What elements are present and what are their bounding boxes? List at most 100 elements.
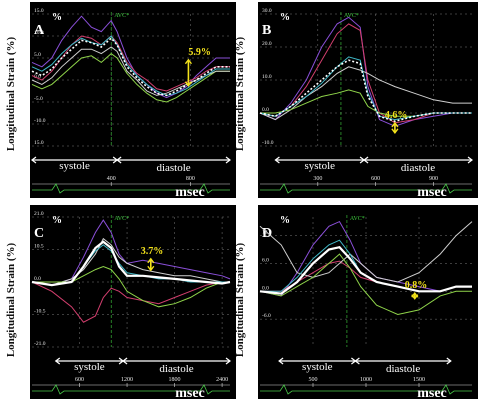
panel-a-series-2	[31, 52, 230, 103]
panel-d-phase-head-left-systole	[278, 357, 284, 365]
panel-c: 21.0 10.5 0.0 -10.5 -21.0 AVC* C% 3.7% systole di…	[30, 205, 236, 399]
panel-c-phase-label-diastole: diastole	[159, 363, 193, 375]
panel-b-annotation-head-bottom	[391, 128, 399, 134]
panel-c-series-1	[31, 281, 230, 323]
panel-b-phase-head-right-diastole	[467, 156, 473, 164]
panel-d-series-2	[259, 221, 473, 283]
panel-b-x-unit: msec	[417, 185, 447, 200]
panel-c-unit-label: %	[52, 215, 62, 226]
panel-d-x-tick-label: 1500	[413, 377, 425, 383]
panel-b-phase-head-left-systole	[274, 156, 280, 164]
panel-b-series-1	[259, 23, 472, 124]
panel-d-x-tick-label: 1000	[360, 377, 372, 383]
panel-a-y-tick-label: 0.0	[34, 74, 41, 80]
panel-c-series-3	[32, 265, 230, 308]
panel-a-phase-label-systole: systole	[59, 160, 90, 172]
panel-d-ecg-trace	[260, 384, 472, 395]
panel-b-x-tick-label: 300	[313, 176, 322, 182]
panel-a-x-tick-label: 800	[186, 176, 195, 182]
panel-b-y-tick-label: 20.0	[262, 41, 272, 47]
panel-a-series-3	[31, 46, 230, 96]
panel-c-x-tick-label: 1800	[169, 377, 181, 383]
panel-d-phase-head-left-diastole	[354, 357, 360, 365]
panel-c-phase-head-left-systole	[54, 357, 61, 365]
panel-c-y-tick-label: 0.0	[34, 276, 41, 282]
panel-a-ecg-trace	[32, 183, 230, 194]
panel-d-letter: D	[262, 226, 272, 241]
panel-c-phase-head-right-diastole	[225, 357, 231, 365]
panel-a-avc-label: AVC*	[114, 13, 129, 19]
panel-c-annotation-head-bottom	[147, 265, 155, 272]
panel-b-annotation-label: 4.6%	[385, 110, 408, 121]
panel-a-phase-head-left-systole	[31, 156, 37, 164]
panel-b-letter: B	[262, 23, 271, 38]
panel-b-phase-label-systole: systole	[304, 160, 335, 172]
panel-a-x-unit: msec	[175, 185, 205, 200]
panel-d-annotation-label: 0.8%	[405, 280, 428, 291]
panel-c-y-tick-label: -21.0	[34, 341, 46, 347]
panel-b-phase-head-left-diastole	[363, 156, 369, 164]
panel-c-background	[30, 205, 236, 399]
panel-a-phase-head-left-diastole	[116, 156, 122, 164]
panel-c-y-tick-label: -10.5	[34, 309, 46, 315]
panel-c-series-0	[31, 219, 231, 286]
panel-d-y-tick-label: 0.0	[262, 285, 269, 291]
panel-a-y-tick-label: -10.0	[34, 118, 46, 124]
panel-d-annotation-head-bottom	[411, 294, 419, 300]
panel-a-phase-head-right-diastole	[225, 156, 231, 164]
panel-c-y-tick-label: 10.5	[34, 244, 44, 250]
panel-b-series-2	[259, 66, 472, 121]
panel-a-y-tick-label: 10.0	[34, 30, 44, 36]
panel-c-y-tick-label: 21.0	[34, 211, 44, 217]
panel-a-mean-series	[31, 37, 230, 97]
panel-b: 30.0 20.0 10.0 0.0 -10.0 AVC* B% 4.6% systole dia…	[258, 2, 478, 200]
panel-c-annotation-label: 3.7%	[141, 246, 164, 257]
panel-a-unit-label: %	[52, 12, 62, 23]
panel-d-phase-label-systole: systole	[302, 361, 333, 373]
panel-c-annotation-head-top	[147, 257, 155, 264]
panel-a-series-4	[31, 35, 230, 96]
panel-d-x-unit: msec	[417, 386, 447, 399]
panel-c-ecg-trace	[32, 384, 230, 395]
panel-b-background	[258, 2, 478, 198]
panel-b-x-tick-label: 600	[371, 176, 380, 182]
panel-b-y-tick-label: 10.0	[262, 74, 272, 80]
panel-b-unit-label: %	[280, 12, 290, 23]
panel-c-x-tick-label: 2400	[216, 377, 228, 383]
panel-d-phase-head-right-diastole	[446, 357, 452, 365]
panel-c-phase-head-left-diastole	[122, 357, 128, 365]
panel-b-avc-label: AVC*	[344, 13, 359, 19]
panel-d-y-tick-label: -6.0	[262, 313, 271, 319]
panel-b-mean-series	[259, 59, 472, 123]
panel-a-annotation-head-top	[184, 58, 192, 65]
panel-d-x-tick-label: 500	[309, 377, 318, 383]
panel-d-series-3	[259, 253, 472, 316]
panel-c-x-unit: msec	[175, 386, 205, 399]
panel-a-letter: A	[34, 23, 45, 38]
panel-a-series-1	[31, 35, 230, 92]
panel-c-avc-label: AVC*	[114, 216, 129, 222]
panel-a-phase-label-diastole: diastole	[156, 162, 190, 174]
panel-b-x-tick-label: 900	[429, 176, 438, 182]
panel-d-y-tick-label: 6.0	[262, 257, 269, 263]
panel-c-x-tick-label: 1200	[121, 377, 133, 383]
panel-a-y-tick-label: 15.0	[34, 8, 44, 14]
panel-a-y-tick-label: 15.0	[34, 140, 44, 146]
panel-b-series-0	[259, 16, 472, 127]
panel-c-mean-series	[31, 240, 231, 287]
panel-d-unit-label: %	[280, 215, 290, 226]
panel-b-y-tick-label: 30.0	[262, 8, 272, 14]
panel-c-phase-label-systole: systole	[74, 361, 105, 373]
panel-b-series-4	[259, 56, 472, 121]
panel-a-background	[30, 2, 236, 198]
panel-d-avc-label: AVC*	[350, 216, 365, 222]
panel-c-letter: C	[34, 226, 44, 241]
panel-a-y-tick-label: -5.0	[34, 96, 43, 102]
panel-d-mean-series	[259, 245, 472, 295]
panel-b-ecg-trace	[260, 183, 472, 194]
panel-c-x-tick-label: 600	[75, 377, 84, 383]
panel-a-annotation-label: 5.9%	[188, 47, 211, 58]
panel-a: 15.0 10.0 5.0 0.0 -5.0 -10.0 15.0 AVC* A% 5.9% sys…	[30, 2, 236, 200]
